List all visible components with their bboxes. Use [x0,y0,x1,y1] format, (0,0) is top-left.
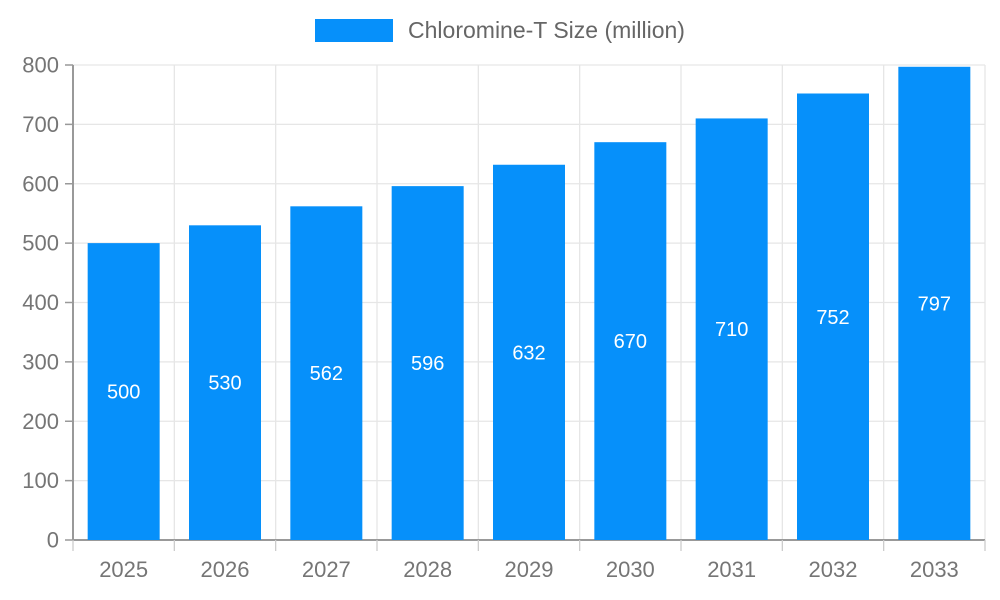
x-tick-label: 2031 [707,557,756,582]
x-tick-label: 2026 [201,557,250,582]
x-tick-label: 2033 [910,557,959,582]
x-tick-label: 2027 [302,557,351,582]
bar-value-label: 752 [816,307,849,329]
x-tick-label: 2029 [505,557,554,582]
bar-value-label: 670 [614,331,647,353]
y-tick-label: 0 [47,528,59,553]
legend-item[interactable]: Chloromine-T Size (million) [0,19,1000,42]
bar-value-label: 562 [310,363,343,385]
bar-value-label: 797 [918,293,951,315]
legend-swatch [315,19,394,42]
y-tick-label: 600 [22,171,59,196]
bar-value-label: 500 [107,382,140,404]
y-tick-label: 200 [22,409,59,434]
y-tick-label: 300 [22,349,59,374]
x-tick-label: 2032 [809,557,858,582]
bar [493,164,565,540]
y-tick-label: 800 [22,53,59,78]
bar-value-label: 632 [512,342,545,364]
bar [189,225,261,540]
x-tick-label: 2028 [403,557,452,582]
x-tick-label: 2025 [99,557,148,582]
y-tick-label: 100 [22,468,59,493]
y-tick-label: 500 [22,231,59,256]
bar-value-label: 596 [411,353,444,375]
bar [797,93,869,540]
y-tick-label: 400 [22,290,59,315]
bar [695,118,768,540]
bar [898,66,971,540]
y-tick-label: 700 [22,112,59,137]
bar-value-label: 530 [208,373,241,395]
bar [594,142,667,540]
bar [87,243,160,540]
bar [391,186,464,540]
bar [290,206,363,540]
bar-value-label: 710 [715,319,748,341]
legend-label: Chloromine-T Size (million) [408,17,685,43]
x-tick-label: 2030 [606,557,655,582]
